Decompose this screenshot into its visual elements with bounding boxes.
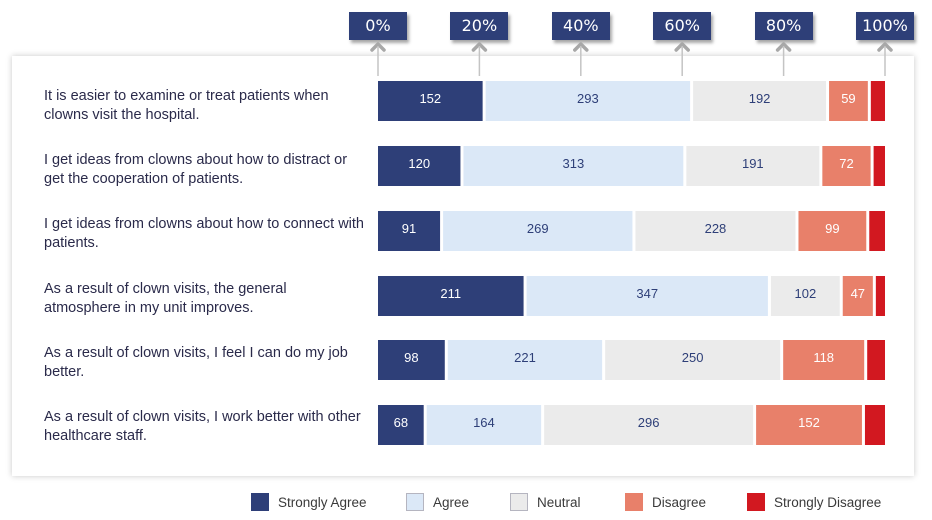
bar-segment xyxy=(526,276,768,316)
bar-segment xyxy=(822,146,871,186)
x-tick-label: 100% xyxy=(856,12,914,40)
data-label: 47 xyxy=(851,286,865,301)
tick-arrow xyxy=(370,42,386,52)
legend-swatch xyxy=(747,493,765,511)
bar-segment xyxy=(873,146,885,186)
legend-label: Disagree xyxy=(652,494,707,510)
category-label: I get ideas from clowns about how to dis… xyxy=(44,152,348,187)
x-tick-label: 60% xyxy=(653,12,712,40)
x-tick-label: 40% xyxy=(551,12,610,40)
legend-label: Agree xyxy=(433,494,470,510)
bar-segment xyxy=(378,81,483,121)
bar-segment xyxy=(693,81,827,121)
tick-arrow xyxy=(471,42,488,52)
bar-segment xyxy=(829,81,868,121)
category-label: As a result of clown visits, the general… xyxy=(44,281,287,316)
data-label: 191 xyxy=(742,156,764,171)
legend-item: Strongly Agree xyxy=(251,492,367,512)
bar-segment xyxy=(378,276,524,316)
x-tick-label: 80% xyxy=(754,12,813,40)
category-label: As a result of clown visits, I work bett… xyxy=(44,409,361,444)
bar-segment xyxy=(870,81,885,121)
legend-swatch xyxy=(625,493,643,511)
data-label: 250 xyxy=(682,350,704,365)
data-label: 269 xyxy=(527,221,549,236)
data-label: 59 xyxy=(841,91,855,106)
category-label: I get ideas from clowns about how to con… xyxy=(44,216,364,251)
bar-segment xyxy=(544,405,754,445)
data-label: 72 xyxy=(839,156,853,171)
bar-segment xyxy=(378,211,441,251)
data-label: 152 xyxy=(419,91,441,106)
data-label: 68 xyxy=(394,415,408,430)
bar-segment xyxy=(426,405,542,445)
bar-segment xyxy=(447,340,603,380)
bar-segment xyxy=(605,340,781,380)
data-label: 152 xyxy=(798,415,820,430)
data-label: 296 xyxy=(638,415,660,430)
bar-segment xyxy=(463,146,684,186)
bar-segment xyxy=(783,340,865,380)
bar-segment xyxy=(756,405,862,445)
legend-item: Neutral xyxy=(510,492,581,512)
x-tick-label: 20% xyxy=(450,12,509,40)
data-label: 102 xyxy=(794,286,816,301)
legend-item: Disagree xyxy=(625,492,706,512)
bar-segment xyxy=(378,405,424,445)
bar-segment xyxy=(842,276,873,316)
data-label: 293 xyxy=(577,91,599,106)
bar-segment xyxy=(443,211,633,251)
data-label: 211 xyxy=(440,286,461,301)
legend-swatch xyxy=(251,493,269,511)
bar-segment xyxy=(635,211,796,251)
bar-segment xyxy=(378,146,461,186)
bar-segment xyxy=(378,340,445,380)
x-tick-label: 0% xyxy=(349,12,407,40)
bar-segment xyxy=(864,405,885,445)
legend-item: Strongly Disagree xyxy=(747,492,881,512)
data-label: 221 xyxy=(514,350,536,365)
data-label: 164 xyxy=(473,415,495,430)
bar-segment xyxy=(867,340,885,380)
legend-item: Agree xyxy=(406,492,469,512)
legend-label: Strongly Agree xyxy=(278,494,367,510)
category-label: As a result of clown visits, I feel I ca… xyxy=(44,345,348,380)
legend-label: Strongly Disagree xyxy=(774,494,882,510)
data-label: 91 xyxy=(402,221,416,236)
data-label: 98 xyxy=(404,350,418,365)
bar-segment xyxy=(770,276,840,316)
bar-segment xyxy=(798,211,867,251)
data-label: 228 xyxy=(705,221,727,236)
bar-segment xyxy=(686,146,820,186)
legend-swatch xyxy=(510,493,528,511)
category-label: It is easier to examine or treat patient… xyxy=(44,88,329,123)
legend-swatch xyxy=(406,493,424,511)
tick-arrow xyxy=(573,42,589,52)
tick-arrow xyxy=(674,42,690,52)
data-label: 120 xyxy=(408,156,430,171)
data-label: 313 xyxy=(563,156,585,171)
legend-label: Neutral xyxy=(537,494,581,510)
data-label: 192 xyxy=(749,91,771,106)
tick-arrow xyxy=(775,42,792,52)
data-label: 118 xyxy=(813,350,834,365)
data-label: 347 xyxy=(636,286,658,301)
bar-segment xyxy=(869,211,885,251)
bar-segment xyxy=(875,276,885,316)
data-label: 99 xyxy=(825,221,839,236)
bar-segment xyxy=(485,81,691,121)
tick-arrow xyxy=(877,42,893,52)
